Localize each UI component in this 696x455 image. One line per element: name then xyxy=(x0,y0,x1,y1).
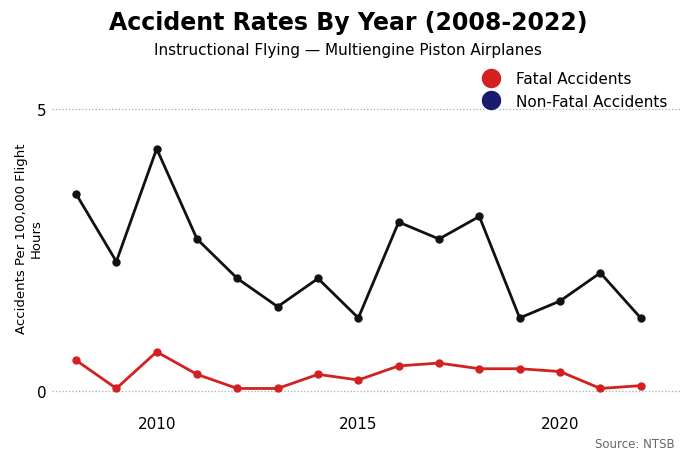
Text: Instructional Flying — Multiengine Piston Airplanes: Instructional Flying — Multiengine Pisto… xyxy=(154,43,542,58)
Y-axis label: Accidents Per 100,000 Flight
Hours: Accidents Per 100,000 Flight Hours xyxy=(15,143,43,333)
Legend: Fatal Accidents, Non-Fatal Accidents: Fatal Accidents, Non-Fatal Accidents xyxy=(470,66,673,116)
Text: Source: NTSB: Source: NTSB xyxy=(596,437,675,450)
Text: Accident Rates By Year (2008-2022): Accident Rates By Year (2008-2022) xyxy=(109,11,587,35)
